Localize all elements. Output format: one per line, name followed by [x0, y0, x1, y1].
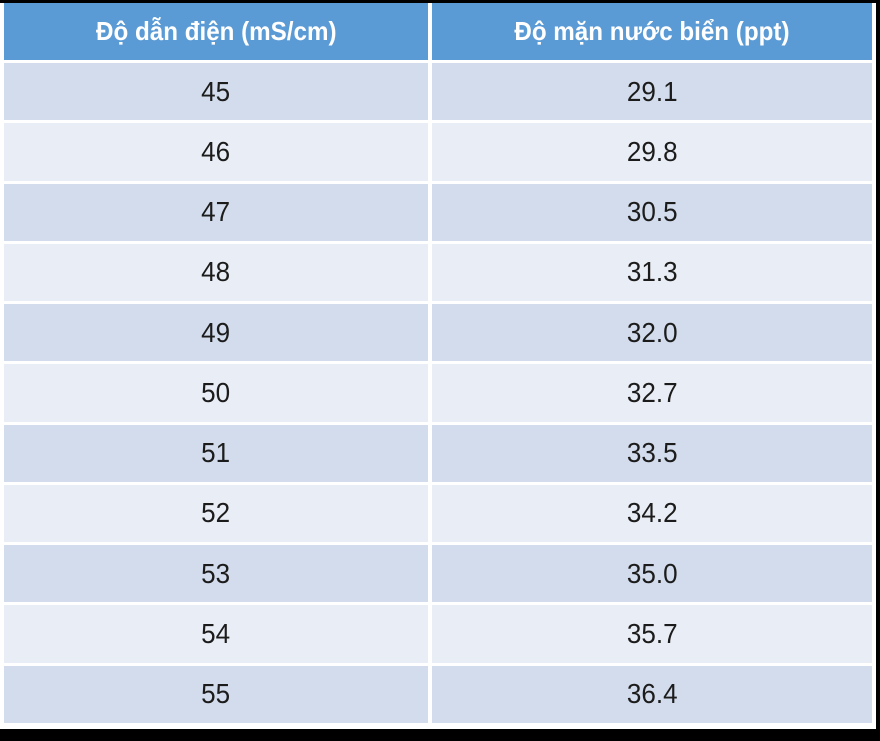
- cell-value: 29.8: [626, 135, 678, 167]
- cell-salinity: 30.5: [432, 183, 872, 241]
- cell-salinity: 34.2: [432, 484, 872, 543]
- table-row: 55 36.4: [4, 665, 872, 723]
- cell-conductivity: 53: [4, 545, 428, 603]
- cell-value: 35.0: [626, 557, 678, 589]
- cell-salinity: 29.1: [432, 63, 872, 121]
- cell-conductivity: 46: [4, 123, 428, 181]
- table-row: 48 31.3: [4, 243, 872, 302]
- table-header: Độ dẫn điện (mS/cm) Độ mặn nước biển (pp…: [4, 3, 872, 60]
- cell-salinity: 36.4: [432, 665, 872, 723]
- cell-value: 48: [201, 256, 231, 288]
- table-row: 53 35.0: [4, 545, 872, 603]
- table-row: 45 29.1: [4, 63, 872, 121]
- table-row: 52 34.2: [4, 484, 872, 543]
- cell-salinity: 33.5: [432, 424, 872, 482]
- cell-value: 30.5: [626, 196, 678, 228]
- table-row: 50 32.7: [4, 364, 872, 422]
- header-conductivity: Độ dẫn điện (mS/cm): [4, 3, 428, 60]
- cell-value: 32.7: [626, 376, 678, 408]
- cell-value: 51: [201, 437, 231, 469]
- cell-value: 53: [201, 557, 231, 589]
- cell-value: 36.4: [626, 678, 678, 710]
- cell-salinity: 32.7: [432, 364, 872, 422]
- cell-value: 49: [201, 316, 231, 348]
- cell-value: 33.5: [626, 437, 678, 469]
- cell-conductivity: 49: [4, 304, 428, 362]
- cell-value: 45: [201, 75, 231, 107]
- cell-value: 47: [201, 196, 231, 228]
- cell-value: 52: [201, 497, 231, 529]
- table-body: 45 29.1 46 29.8 47 30.5 48 31.3 49 32.0 50 32.7 51 33…: [4, 63, 872, 723]
- cell-conductivity: 54: [4, 605, 428, 663]
- cell-value: 35.7: [626, 618, 678, 650]
- table-row: 46 29.8: [4, 123, 872, 181]
- cell-value: 46: [201, 135, 231, 167]
- cell-salinity: 35.0: [432, 545, 872, 603]
- top-border: [0, 0, 880, 3]
- table-row: 51 33.5: [4, 424, 872, 482]
- cell-salinity: 32.0: [432, 304, 872, 362]
- cell-conductivity: 45: [4, 63, 428, 121]
- cell-conductivity: 47: [4, 183, 428, 241]
- cell-conductivity: 48: [4, 243, 428, 302]
- header-salinity: Độ mặn nước biển (ppt): [432, 3, 872, 60]
- cell-value: 54: [201, 618, 231, 650]
- cell-conductivity: 50: [4, 364, 428, 422]
- salinity-conductivity-table: Độ dẫn điện (mS/cm) Độ mặn nước biển (pp…: [4, 3, 872, 723]
- cell-conductivity: 55: [4, 665, 428, 723]
- cell-value: 31.3: [626, 256, 678, 288]
- bottom-border: [0, 729, 880, 741]
- header-salinity-label: Độ mặn nước biển (ppt): [514, 16, 790, 46]
- cell-value: 32.0: [626, 316, 678, 348]
- cell-value: 55: [201, 678, 231, 710]
- header-row: Độ dẫn điện (mS/cm) Độ mặn nước biển (pp…: [4, 3, 872, 60]
- cell-value: 29.1: [626, 75, 678, 107]
- cell-conductivity: 52: [4, 484, 428, 543]
- cell-salinity: 35.7: [432, 605, 872, 663]
- table-row: 54 35.7: [4, 605, 872, 663]
- right-border: [876, 0, 880, 741]
- cell-value: 50: [201, 376, 231, 408]
- header-conductivity-label: Độ dẫn điện (mS/cm): [95, 16, 337, 46]
- cell-salinity: 29.8: [432, 123, 872, 181]
- cell-salinity: 31.3: [432, 243, 872, 302]
- table-row: 47 30.5: [4, 183, 872, 241]
- table-row: 49 32.0: [4, 304, 872, 362]
- cell-value: 34.2: [626, 497, 678, 529]
- cell-conductivity: 51: [4, 424, 428, 482]
